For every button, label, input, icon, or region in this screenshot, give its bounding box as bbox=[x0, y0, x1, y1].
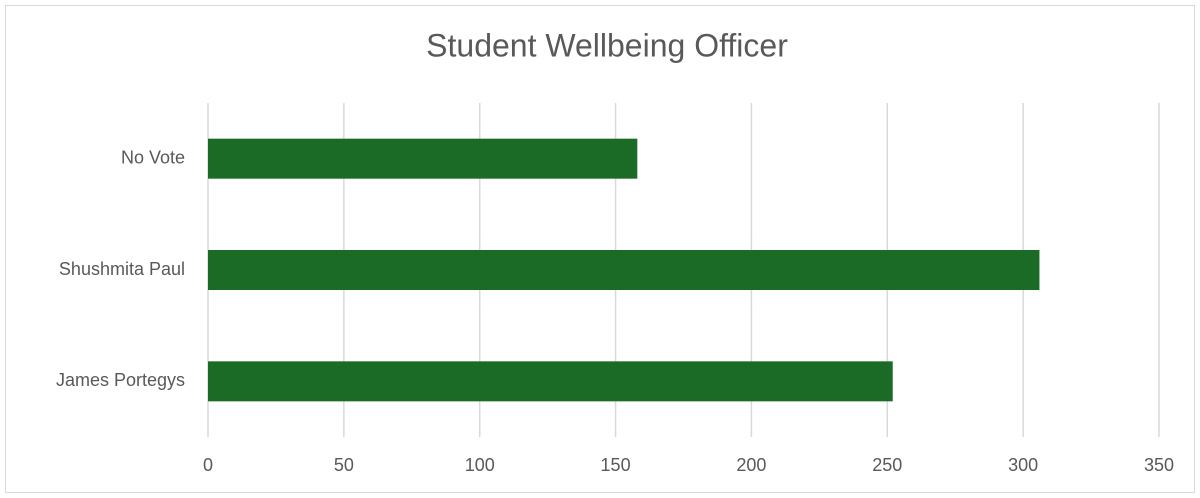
x-tick-label: 250 bbox=[872, 455, 902, 475]
bar bbox=[208, 250, 1040, 290]
bar bbox=[208, 361, 893, 402]
y-tick-label: James Portegys bbox=[56, 370, 185, 390]
x-tick-label: 50 bbox=[334, 455, 354, 475]
x-tick-label: 0 bbox=[203, 455, 213, 475]
x-tick-label: 300 bbox=[1008, 455, 1038, 475]
chart-border bbox=[5, 5, 1195, 493]
bar bbox=[208, 138, 638, 179]
y-tick-label: No Vote bbox=[121, 147, 185, 167]
x-tick-label: 350 bbox=[1144, 455, 1174, 475]
x-tick-label: 100 bbox=[465, 455, 495, 475]
chart-title: Student Wellbeing Officer bbox=[426, 27, 788, 63]
x-tick-label: 200 bbox=[736, 455, 766, 475]
x-tick-label: 150 bbox=[601, 455, 631, 475]
y-tick-label: Shushmita Paul bbox=[59, 259, 185, 279]
